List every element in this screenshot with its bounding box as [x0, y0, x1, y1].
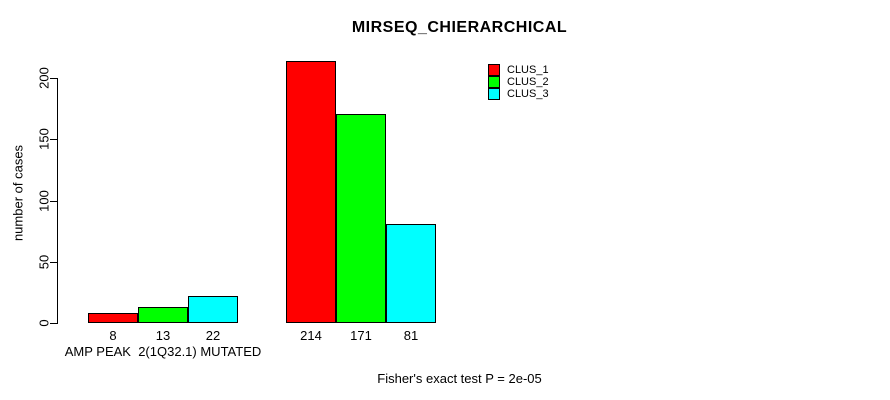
y-tick-label: 100: [36, 190, 52, 212]
legend-swatch-icon: [488, 76, 500, 88]
y-tick-label: 200: [36, 67, 52, 89]
bar-clus_3-group1: [188, 296, 238, 323]
footer-note: Fisher's exact test P = 2e-05: [377, 371, 542, 386]
bar-value-label: 13: [155, 328, 171, 343]
bar-value-label: 171: [350, 328, 372, 343]
y-tick-mark: [50, 201, 57, 202]
x-group-label: AMP PEAK 2(1Q32.1) MUTATED: [64, 344, 262, 359]
y-tick-label: 50: [36, 254, 52, 270]
legend-item-clus_3: CLUS_3: [488, 88, 549, 100]
bar-clus_3-group2: [386, 224, 436, 323]
legend-swatch-icon: [488, 64, 500, 76]
bar-value-label: 22: [205, 328, 221, 343]
y-tick-mark: [50, 78, 57, 79]
legend-item-clus_2: CLUS_2: [488, 76, 549, 88]
y-tick-label: 0: [36, 319, 52, 327]
bar-clus_2-group1: [138, 307, 188, 323]
legend-label: CLUS_2: [507, 76, 549, 88]
y-axis-label: number of cases: [10, 144, 26, 242]
chart-title: MIRSEQ_CHIERARCHICAL: [351, 19, 568, 36]
legend-swatch-icon: [488, 88, 500, 100]
y-tick-mark: [50, 323, 57, 324]
bar-clus_1-group2: [286, 61, 336, 323]
bar-value-label: 8: [109, 328, 117, 343]
legend: CLUS_1 CLUS_2 CLUS_3: [488, 64, 549, 100]
legend-label: CLUS_3: [507, 88, 549, 100]
legend-item-clus_1: CLUS_1: [488, 64, 549, 76]
bar-clus_1-group1: [88, 313, 138, 323]
y-axis: [57, 78, 58, 324]
bar-value-label: 81: [403, 328, 419, 343]
y-tick-mark: [50, 139, 57, 140]
y-tick-mark: [50, 262, 57, 263]
legend-label: CLUS_1: [507, 64, 549, 76]
bar-value-label: 214: [300, 328, 322, 343]
bar-clus_2-group2: [336, 114, 386, 323]
y-tick-label: 150: [36, 128, 52, 150]
